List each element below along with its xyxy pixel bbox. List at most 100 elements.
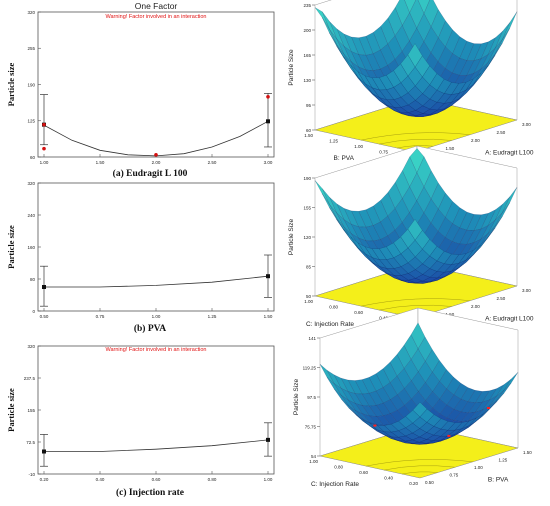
x-tick-label: 0.60: [152, 477, 161, 482]
z-tick-label: 50: [306, 294, 312, 299]
y-tick-label: 1.00: [309, 459, 318, 464]
z-tick-label: 119.25: [303, 365, 317, 370]
y-tick-label: 0.40: [379, 316, 388, 321]
predicted-value-marker: [42, 285, 46, 289]
y-tick-label: 80: [30, 277, 36, 282]
x-tick-label: 3.00: [264, 160, 273, 165]
surface-patch: [407, 219, 423, 241]
chart-title: One Factor: [135, 1, 178, 11]
z-tick-label: 141: [308, 336, 316, 341]
plot-frame: [37, 11, 275, 158]
y-axis-label: Particle size: [6, 225, 16, 269]
y-tick-label: 0.80: [334, 465, 343, 470]
surface-patch: [412, 402, 428, 418]
y-tick-label: 155: [27, 408, 35, 413]
x-tick-label: 0.50: [425, 480, 434, 485]
y-tick-label: 125: [27, 119, 35, 124]
contour-line: [378, 138, 452, 145]
prediction-curve: [44, 439, 269, 452]
x-tick-label: 2.00: [471, 304, 480, 309]
panel-caption: (b) PVA: [134, 323, 166, 334]
x-tick-label: 1.00: [152, 314, 161, 319]
design-point: [373, 424, 377, 427]
y-tick-label: 60: [30, 155, 36, 160]
design-point: [154, 152, 158, 157]
z-tick-label: 120: [303, 235, 311, 240]
contour-line: [401, 471, 438, 475]
one-factor-plot-3: Warning! Factor involved in an interacti…: [6, 344, 275, 498]
x-tick-label: 3.00: [522, 122, 531, 127]
x-tick-label: 2.50: [208, 160, 217, 165]
y-tick-label: 237.5: [24, 376, 36, 381]
contour-line: [365, 459, 473, 467]
z-axis-label: Particle Size: [288, 49, 295, 86]
y-tick-label: 1.25: [329, 139, 338, 144]
x-axis-label: B: PVA: [488, 477, 509, 484]
contour-line: [378, 304, 452, 311]
z-axis-label: Particle Size: [293, 379, 300, 416]
z-axis-label: Particle Size: [288, 219, 295, 256]
y-axis-label: B: PVA: [334, 155, 355, 162]
warning-text: Warning! Factor involved in an interacti…: [106, 347, 207, 353]
x-tick-label: 2.00: [471, 138, 480, 143]
prediction-curve: [44, 275, 269, 288]
one-factor-plot-2: 0 80 160 240 320 0.50 0.75 1.00 1.25 1.50 Particle…: [6, 181, 275, 334]
y-tick-label: 1.00: [354, 144, 363, 149]
x-axis-label: A: Eudragit L100: [485, 149, 534, 156]
design-point: [447, 434, 451, 437]
y-tick-label: 320: [27, 181, 35, 186]
x-tick-label: 1.00: [264, 477, 273, 482]
y-tick-label: 1.50: [304, 133, 313, 138]
x-tick-label: 2.00: [152, 160, 161, 165]
surface-patch: [407, 43, 423, 68]
predicted-value-marker: [266, 274, 270, 279]
y-tick-label: 190: [27, 82, 35, 87]
design-point: [266, 94, 270, 99]
panel-caption: (a) Eudragit L 100: [113, 168, 188, 179]
contour-line: [383, 465, 456, 471]
x-tick-label: 1.25: [208, 314, 217, 319]
x-tick-label: 3.00: [522, 288, 531, 293]
x-tick-label: 1.50: [523, 450, 532, 455]
plot-frame: [37, 182, 275, 312]
design-point: [487, 407, 490, 410]
x-tick-label: 0.50: [40, 314, 49, 319]
z-tick-label: 155: [303, 205, 311, 210]
x-tick-label: 1.25: [499, 458, 508, 463]
z-tick-label: 190: [303, 176, 311, 181]
x-tick-label: 1.50: [446, 146, 455, 151]
warning-text: Warning! Factor involved in an interacti…: [106, 14, 207, 20]
x-tick-label: 0.20: [40, 477, 49, 482]
y-axis-label: C: Injection Rate: [311, 481, 359, 488]
y-tick-label: 0.60: [359, 470, 368, 475]
z-tick-label: 235: [303, 3, 311, 8]
response-surface-3: 54 75.75 97.5 119.25 141 Particle Size 0.50 0.7…: [293, 307, 532, 488]
z-tick-label: 200: [303, 28, 311, 33]
x-tick-label: 1.00: [474, 465, 483, 470]
y-tick-label: 1.00: [304, 299, 313, 304]
y-tick-label: 0.20: [409, 481, 418, 486]
one-factor-plot-1: One Factor Warning! Factor involved in an…: [6, 1, 275, 179]
z-tick-label: 97.5: [307, 395, 316, 400]
z-tick-label: 85: [306, 264, 312, 269]
y-tick-label: 240: [27, 213, 35, 218]
x-tick-label: 2.50: [497, 130, 506, 135]
y-tick-label: 72.5: [26, 440, 35, 445]
predicted-value-marker: [266, 119, 270, 124]
y-axis-label: Particle size: [6, 388, 16, 432]
predicted-value-marker: [42, 449, 46, 454]
x-tick-label: 0.75: [450, 473, 459, 478]
x-tick-label: 1.50: [264, 314, 273, 319]
response-surface-1: 60 95 130 165 200 235 Particle Size 1.00 1.50 2.0…: [288, 0, 534, 162]
y-tick-label: 320: [27, 344, 35, 349]
plot-frame: [37, 345, 275, 475]
y-axis-label: Particle size: [6, 62, 16, 106]
y-tick-label: 0.40: [384, 476, 393, 481]
y-tick-label: 0.60: [354, 310, 363, 315]
x-tick-label: 1.50: [446, 312, 455, 317]
x-tick-label: 2.50: [497, 296, 506, 301]
y-tick-label: 320: [27, 10, 35, 15]
y-tick-label: 0.75: [379, 150, 388, 155]
z-tick-label: 60: [306, 128, 312, 133]
